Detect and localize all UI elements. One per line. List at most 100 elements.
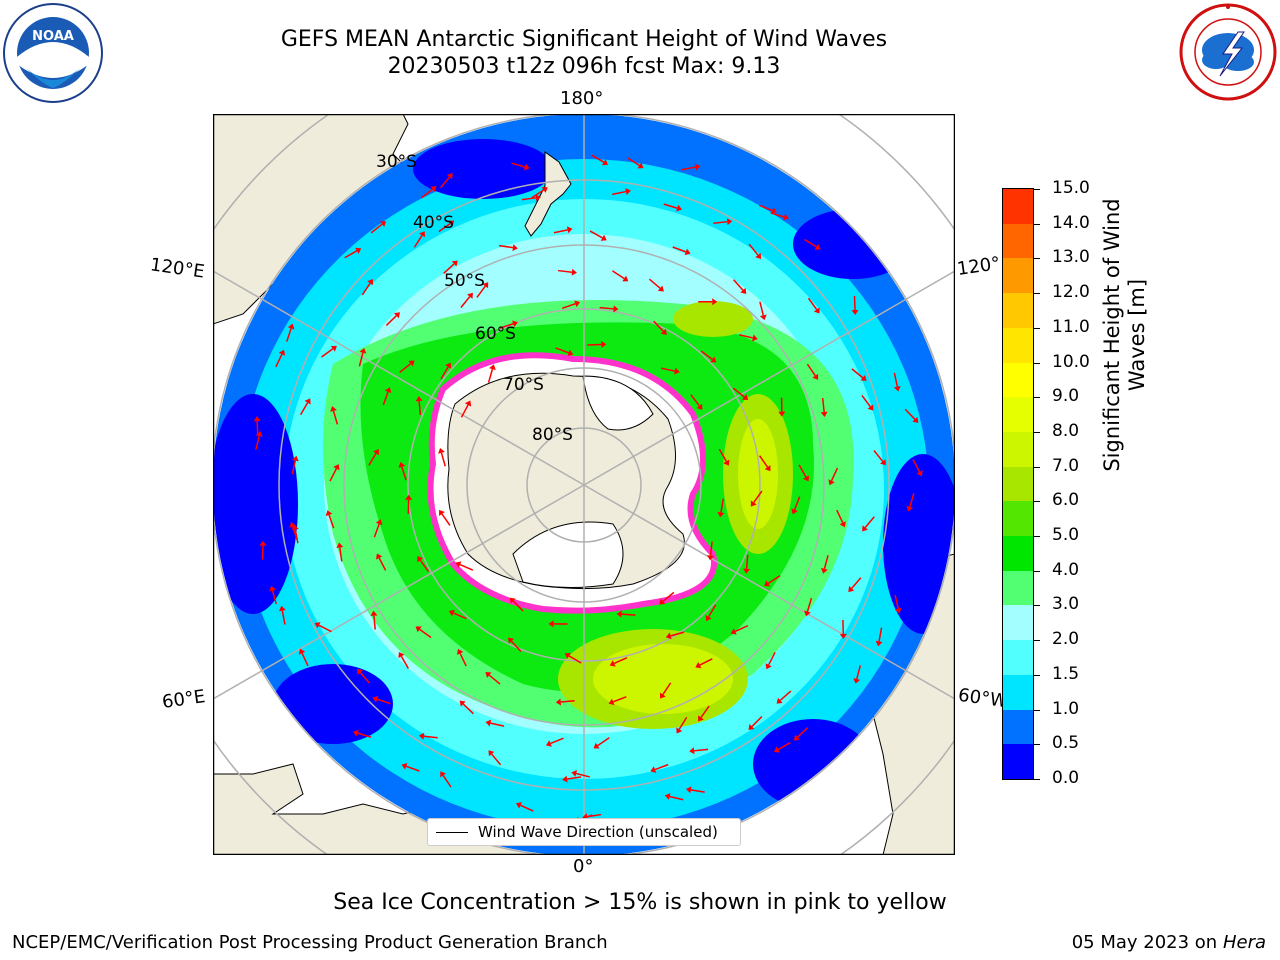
- wave-arrow-head: [593, 742, 600, 749]
- wave-arrow: [332, 410, 339, 425]
- wave-arrow: [511, 162, 526, 168]
- colorbar-tick-label: 5.0: [1052, 525, 1080, 546]
- wave-arrow: [281, 610, 286, 625]
- colorbar-segment: [1003, 570, 1033, 606]
- wave-arrow-head: [804, 610, 811, 617]
- wave-arrow-head: [352, 729, 359, 737]
- wave-arrow-head: [571, 770, 578, 777]
- wave-arrow: [550, 737, 564, 745]
- wave-arrow: [861, 394, 871, 408]
- wave-arrow: [358, 352, 364, 367]
- wave-arrow-head: [287, 323, 295, 330]
- colorbar: [1002, 188, 1034, 780]
- colorbar-tick: [1034, 744, 1040, 746]
- wave-arrow-head: [289, 521, 297, 528]
- wave-arrow: [359, 671, 370, 684]
- wave-arrow: [553, 229, 568, 234]
- wave-arrow-head: [783, 213, 789, 221]
- wave-arrow: [399, 363, 412, 373]
- wave-arrow-head: [398, 652, 405, 659]
- wave-arrow: [299, 402, 309, 416]
- wave-arrow-head: [446, 173, 453, 180]
- wave-arrow: [499, 323, 514, 329]
- wave-arrow-head: [776, 697, 783, 704]
- wave-arrow: [440, 366, 449, 380]
- colorbar-segment: [1003, 535, 1033, 571]
- wave-arrow: [460, 296, 471, 308]
- wave-arrow: [779, 690, 792, 701]
- wave-arrow-head: [637, 162, 644, 169]
- wave-arrow: [836, 509, 844, 524]
- wave-arrow-head: [384, 387, 392, 394]
- wave-arrow: [768, 651, 776, 666]
- wave-arrow: [510, 640, 522, 652]
- colorbar-tick: [1034, 570, 1040, 572]
- wave-arrow: [460, 404, 469, 418]
- wave-arrow: [275, 353, 283, 368]
- colorbar-tick-label: 13.0: [1052, 247, 1090, 268]
- wave-arrow: [512, 600, 524, 612]
- colorbar-tick: [1034, 397, 1040, 399]
- colorbar-tick-label: 10.0: [1052, 351, 1090, 372]
- wave-arrow: [459, 563, 474, 571]
- wave-arrow-head: [456, 648, 464, 655]
- wave-arrow-head: [600, 234, 607, 241]
- wave-arrow: [531, 189, 545, 199]
- colorbar-segment: [1003, 466, 1033, 502]
- colorbar-segment: [1003, 396, 1033, 432]
- wave-arrow: [476, 285, 486, 298]
- wave-arrow: [806, 597, 813, 612]
- wave-arrow: [654, 763, 669, 771]
- wave-arrow: [694, 748, 709, 752]
- wave-arrow-head: [660, 328, 667, 335]
- credit-left: NCEP/EMC/Verification Post Processing Pr…: [12, 932, 608, 953]
- wave-arrow-head: [372, 695, 379, 703]
- wave-arrow-head: [485, 719, 492, 727]
- wave-arrow: [256, 421, 259, 436]
- wave-arrow-head: [839, 521, 846, 528]
- wave-arrow: [292, 526, 298, 541]
- colorbar-segment: [1003, 362, 1033, 398]
- wave-arrow: [804, 238, 817, 248]
- wave-arrow-head: [748, 724, 755, 731]
- wave-arrow: [423, 735, 438, 739]
- wave-arrow-head: [820, 411, 828, 417]
- lat-label-60s: 60°S: [475, 324, 516, 344]
- wave-arrow-head: [464, 400, 472, 407]
- wave-arrow-head: [298, 648, 306, 655]
- wave-arrow-head: [602, 159, 609, 166]
- colorbar-tick: [1034, 674, 1040, 676]
- colorbar-segment: [1003, 292, 1033, 328]
- wave-arrow-head: [445, 362, 452, 369]
- wave-arrow-head: [853, 678, 861, 684]
- wave-arrow-head: [828, 479, 835, 486]
- lon-label-120w: 120°: [955, 253, 1002, 280]
- wave-arrow: [286, 328, 292, 342]
- wave-arrow: [718, 448, 727, 462]
- wave-arrow: [904, 408, 916, 420]
- wave-arrow-head: [814, 243, 821, 250]
- wave-arrow-head: [659, 598, 666, 605]
- colorbar-tick: [1034, 466, 1040, 468]
- wave-arrow-head: [778, 411, 786, 417]
- wave-arrow: [361, 282, 371, 296]
- wave-arrow: [797, 727, 809, 738]
- wave-arrow: [720, 498, 725, 513]
- wave-arrow-head: [535, 194, 541, 202]
- wave-arrow-head: [698, 715, 704, 722]
- wave-arrow: [328, 514, 335, 529]
- colorbar-tick-label: 12.0: [1052, 282, 1090, 303]
- wave-arrow: [909, 493, 915, 507]
- wave-arrow-head: [259, 540, 267, 546]
- wave-arrow-head: [860, 375, 867, 381]
- wave-arrow: [567, 776, 582, 780]
- wave-arrow-head: [330, 406, 337, 412]
- wave-arrow-head: [694, 163, 701, 171]
- wave-arrow: [713, 220, 728, 224]
- colorbar-tick-label: 4.0: [1052, 559, 1080, 580]
- wave-arrow-head: [622, 275, 629, 282]
- wave-arrow: [621, 613, 636, 616]
- wave-arrow: [751, 716, 763, 728]
- wave-arrow: [700, 705, 710, 718]
- wave-arrow-head: [875, 640, 883, 647]
